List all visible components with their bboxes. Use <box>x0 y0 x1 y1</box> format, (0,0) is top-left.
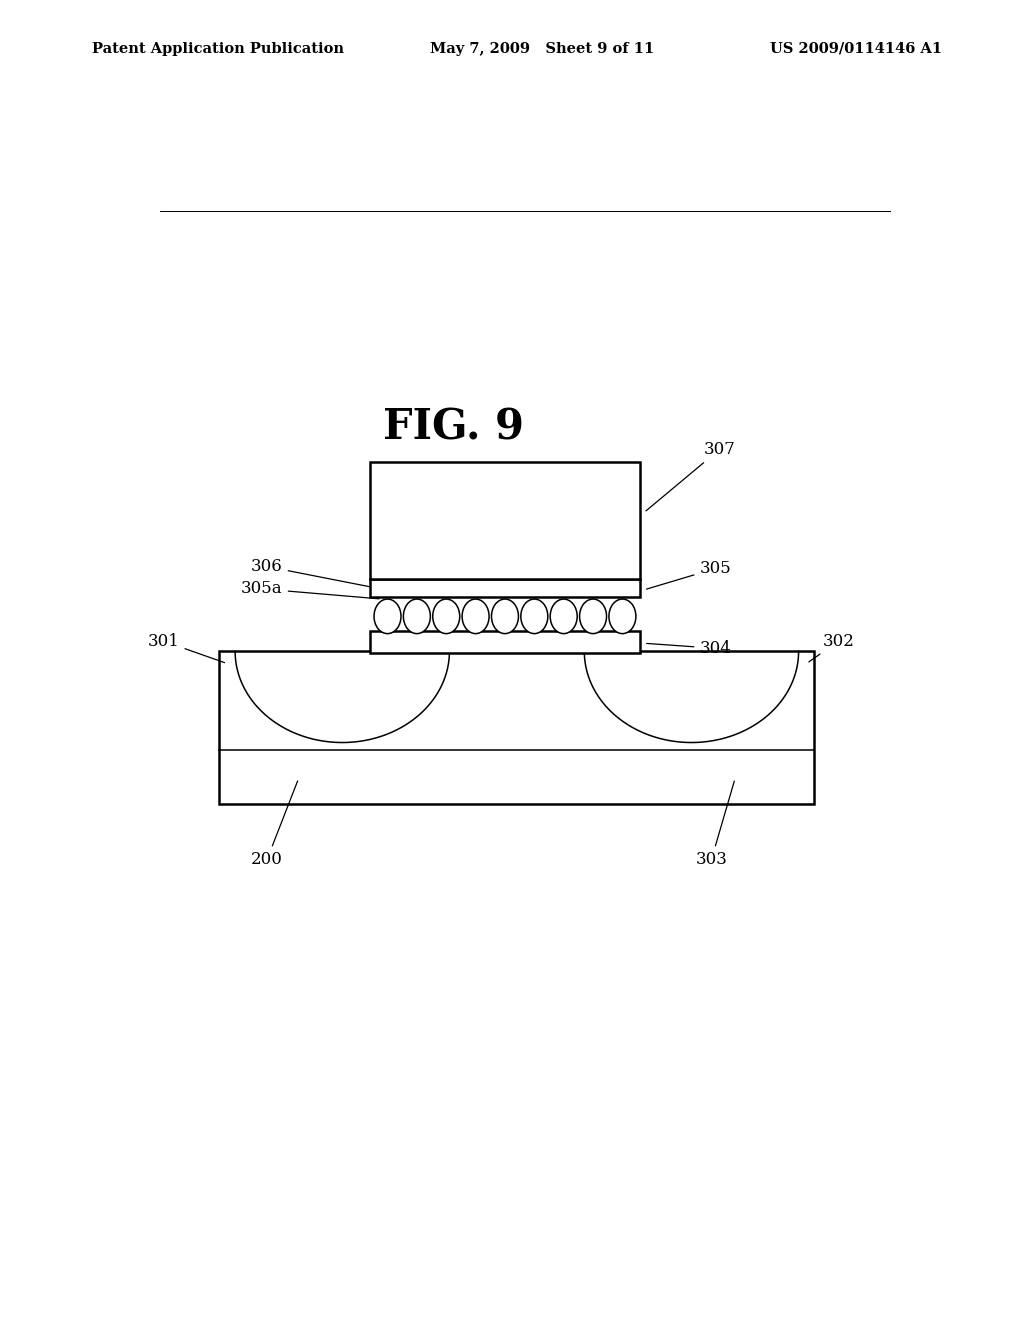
Bar <box>219 651 814 804</box>
Circle shape <box>521 599 548 634</box>
Text: 303: 303 <box>695 781 734 869</box>
Bar <box>370 462 640 578</box>
Circle shape <box>433 599 460 634</box>
Circle shape <box>403 599 430 634</box>
Text: 305: 305 <box>646 560 731 589</box>
Circle shape <box>492 599 518 634</box>
Text: 305a: 305a <box>241 581 379 599</box>
Circle shape <box>374 599 401 634</box>
Text: May 7, 2009   Sheet 9 of 11: May 7, 2009 Sheet 9 of 11 <box>430 42 654 55</box>
Text: 304: 304 <box>646 640 731 657</box>
Text: FIG. 9: FIG. 9 <box>383 407 524 449</box>
Text: 307: 307 <box>646 441 735 511</box>
Text: 306: 306 <box>251 558 383 589</box>
Circle shape <box>462 599 489 634</box>
Bar <box>370 631 640 653</box>
Circle shape <box>550 599 578 634</box>
Text: 200: 200 <box>251 781 298 869</box>
Text: Patent Application Publication: Patent Application Publication <box>92 42 344 55</box>
Text: US 2009/0114146 A1: US 2009/0114146 A1 <box>770 42 942 55</box>
Text: 301: 301 <box>147 632 224 663</box>
Circle shape <box>609 599 636 634</box>
Bar <box>370 578 640 597</box>
Text: 302: 302 <box>809 632 854 661</box>
Circle shape <box>580 599 606 634</box>
